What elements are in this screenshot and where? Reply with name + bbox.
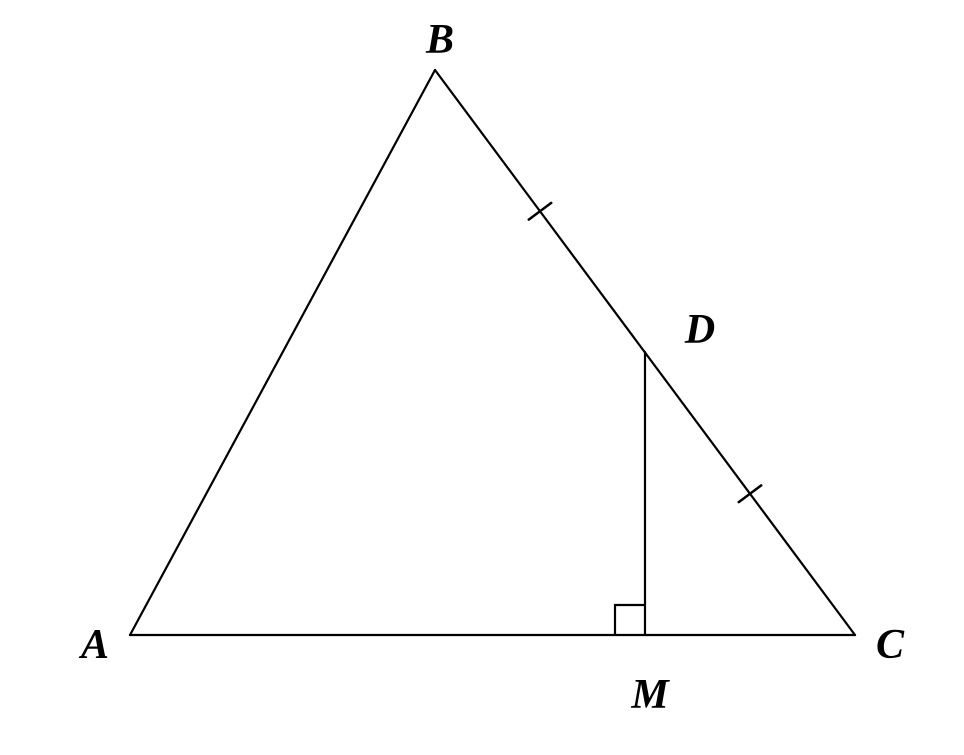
geometry-svg: [0, 0, 964, 755]
point-label-D: D: [685, 306, 715, 354]
vertex-label-B: B: [426, 16, 454, 64]
vertex-label-C: C: [876, 621, 904, 669]
foot-label-M: M: [631, 671, 668, 719]
diagram-canvas: A B C D M: [0, 0, 964, 755]
vertex-label-A: A: [81, 621, 109, 669]
